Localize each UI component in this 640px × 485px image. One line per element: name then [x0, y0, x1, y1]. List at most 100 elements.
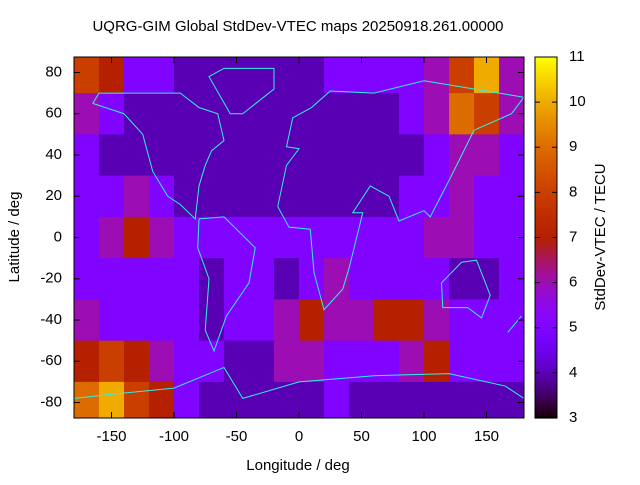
heat-cell [124, 340, 150, 383]
heat-cell [149, 258, 175, 300]
y-tick-label: -80 [40, 393, 62, 410]
heat-cell [399, 93, 425, 135]
heat-cell [99, 134, 125, 177]
heat-cell [274, 258, 300, 300]
colorbar-step [535, 285, 557, 290]
colorbar-step [535, 153, 557, 157]
colorbar-step [535, 147, 557, 151]
coastline [93, 93, 224, 219]
colorbar [535, 57, 557, 419]
colorbar-step [535, 105, 557, 109]
colorbar-step [535, 201, 557, 206]
heat-cell [299, 258, 325, 300]
colorbar-step [535, 99, 557, 103]
heat-cell [324, 299, 350, 342]
heat-cell [174, 93, 200, 135]
colorbar-step [535, 273, 557, 278]
colorbar-step [535, 255, 557, 260]
colorbar-step [535, 381, 557, 386]
heat-cell [449, 299, 475, 342]
colorbar-step [535, 234, 557, 239]
heat-cell [149, 57, 175, 94]
heat-cell [199, 175, 225, 218]
y-tick-label: 80 [45, 63, 62, 80]
colorbar-tick-label: 6 [569, 274, 577, 291]
coastline [198, 217, 256, 351]
heat-cell [99, 93, 125, 135]
colorbar-step [535, 297, 557, 302]
heat-cell [149, 134, 175, 177]
colorbar-step [535, 270, 557, 275]
chart-title: UQRG-GIM Global StdDev-VTEC maps 2025091… [92, 18, 503, 35]
colorbar-step [535, 132, 557, 136]
heat-cell [224, 258, 250, 300]
heat-cell [374, 175, 400, 218]
heat-cell [174, 216, 200, 259]
heat-cell [474, 57, 500, 94]
heat-cell [274, 93, 300, 135]
colorbar-step [535, 387, 557, 392]
heat-cell [449, 57, 475, 94]
heat-cell [149, 175, 175, 218]
colorbar-step [535, 411, 557, 416]
x-tick-label: -100 [159, 428, 189, 445]
heat-cell [499, 381, 524, 418]
colorbar-step [535, 393, 557, 398]
colorbar-step [535, 351, 557, 356]
heat-cell [224, 299, 250, 342]
colorbar-step [535, 165, 557, 169]
coastline [508, 316, 522, 333]
x-tick-label: 0 [295, 428, 303, 445]
y-tick-label: 40 [45, 146, 62, 163]
heat-cell [124, 93, 150, 135]
colorbar-step [535, 408, 557, 413]
heat-cell [449, 175, 475, 218]
heat-cell [99, 175, 125, 218]
colorbar-step [535, 378, 557, 383]
heat-cell [99, 381, 125, 418]
colorbar-step [535, 354, 557, 359]
colorbar-step [535, 195, 557, 199]
y-tick-label: -20 [40, 270, 62, 287]
colorbar-step [535, 126, 557, 130]
heat-cell [274, 134, 300, 177]
heat-cell [449, 258, 475, 300]
colorbar-tick-label: 4 [569, 364, 577, 381]
heat-cell [499, 57, 524, 94]
x-tick-label: -150 [96, 428, 126, 445]
colorbar-step [535, 204, 557, 209]
colorbar-step [535, 366, 557, 371]
heat-cell [374, 134, 400, 177]
y-tick-label: 60 [45, 105, 62, 122]
colorbar-step [535, 405, 557, 410]
heat-cell [349, 57, 375, 94]
heat-cell [449, 216, 475, 259]
colorbar-step [535, 240, 557, 245]
colorbar-step [535, 249, 557, 254]
heat-cell [424, 299, 450, 342]
heat-cell [99, 299, 125, 342]
colorbar-step [535, 174, 557, 178]
colorbar-step [535, 315, 557, 320]
heat-cell [149, 299, 175, 342]
colorbar-step [535, 162, 557, 166]
heat-cell [274, 175, 300, 218]
heat-cell [199, 299, 225, 342]
colorbar-step [535, 198, 557, 202]
colorbar-step [535, 261, 557, 266]
colorbar-step [535, 369, 557, 374]
colorbar-step [535, 210, 557, 215]
heat-cell [174, 134, 200, 177]
heat-cell [199, 216, 225, 259]
heat-cell [224, 340, 250, 383]
colorbar-step [535, 237, 557, 242]
colorbar-step [535, 81, 557, 85]
heat-cell [324, 258, 350, 300]
coastline [209, 68, 274, 113]
colorbar-step [535, 303, 557, 308]
colorbar-step [535, 390, 557, 395]
heat-cell [149, 216, 175, 259]
colorbar-step [535, 192, 557, 196]
colorbar-step [535, 219, 557, 224]
colorbar-step [535, 402, 557, 407]
